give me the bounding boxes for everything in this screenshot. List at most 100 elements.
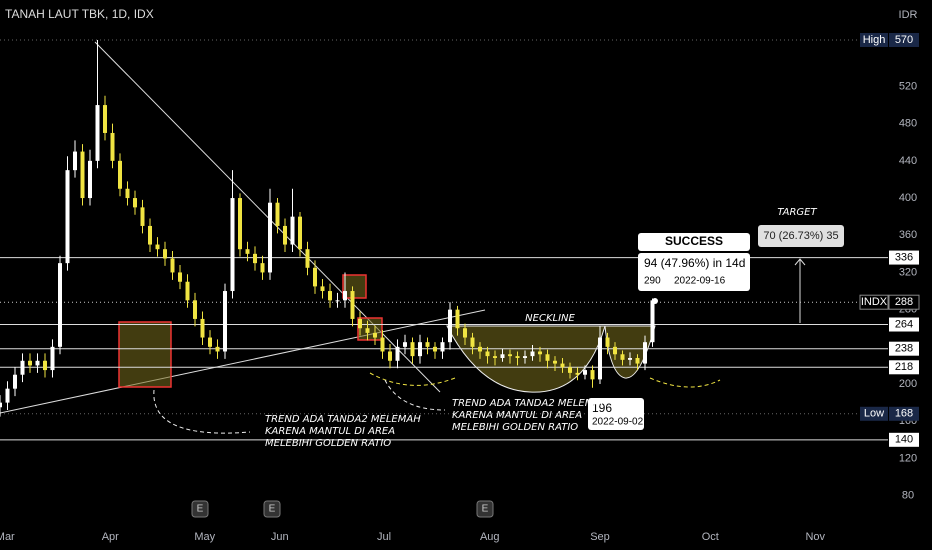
candle-body bbox=[628, 357, 632, 360]
candle-body bbox=[598, 337, 602, 380]
candle-body bbox=[590, 370, 595, 380]
candle-body bbox=[0, 402, 2, 408]
earnings-icon bbox=[191, 500, 209, 518]
candle-body bbox=[193, 300, 197, 319]
y-tick-label: 400 bbox=[899, 192, 917, 204]
x-tick-label: Jul bbox=[377, 531, 391, 543]
low-box bbox=[588, 398, 644, 430]
candle-body bbox=[80, 151, 85, 199]
candle-body bbox=[403, 342, 407, 347]
candle-body bbox=[425, 342, 430, 347]
earnings-label: E bbox=[482, 504, 489, 515]
level-tag bbox=[889, 317, 919, 332]
candle-body bbox=[260, 263, 265, 273]
candle-body bbox=[553, 360, 557, 364]
candle-body bbox=[410, 342, 415, 357]
candle-body bbox=[20, 360, 25, 375]
y-tick-label: 480 bbox=[899, 118, 917, 130]
y-tick-label: 520 bbox=[899, 80, 917, 92]
success-change: 94 (47.96%) in 14d bbox=[644, 256, 745, 270]
marker-value-tag bbox=[889, 406, 919, 421]
candle-body bbox=[440, 342, 445, 352]
candle-body bbox=[200, 318, 205, 338]
candle-body bbox=[643, 342, 647, 364]
currency: IDR bbox=[899, 9, 918, 21]
candle-body bbox=[223, 291, 227, 352]
candle-body bbox=[283, 225, 287, 245]
chart-title: TANAH LAUT TBK, 1D, IDX bbox=[5, 7, 154, 21]
x-tick-label: Aug bbox=[480, 531, 500, 543]
level-tag bbox=[889, 360, 919, 375]
candle-body bbox=[605, 337, 610, 347]
candle-body bbox=[275, 202, 280, 226]
x-tick-label: May bbox=[194, 531, 215, 543]
candle-body bbox=[493, 356, 497, 358]
candle-body bbox=[185, 281, 190, 301]
candle-body bbox=[43, 360, 47, 371]
y-tick-label: 320 bbox=[899, 266, 917, 278]
x-tick-label: Apr bbox=[102, 531, 119, 543]
marker-name-tag bbox=[859, 294, 889, 310]
candle-body bbox=[170, 258, 175, 273]
x-tick-label: Nov bbox=[805, 531, 825, 543]
note-line: MELEBIHI GOLDEN RATIO bbox=[452, 422, 578, 433]
candle-body bbox=[433, 346, 437, 352]
dashed-arrow bbox=[649, 377, 721, 388]
success-box bbox=[638, 233, 750, 251]
candle-body bbox=[178, 272, 182, 282]
earnings-icon bbox=[263, 500, 281, 518]
candle-body bbox=[478, 346, 482, 352]
candle-body bbox=[343, 291, 347, 301]
earnings-label: E bbox=[197, 504, 204, 515]
candle-body bbox=[133, 198, 137, 208]
candle-body bbox=[500, 354, 505, 358]
note-line: MELEBIHI GOLDEN RATIO bbox=[265, 438, 391, 449]
marker-value: 168 bbox=[895, 408, 913, 420]
y-tick-label: 120 bbox=[899, 452, 917, 464]
candle-body bbox=[215, 346, 220, 352]
candle-body bbox=[463, 328, 467, 338]
low-price: 196 bbox=[592, 401, 612, 415]
y-tick-label: 200 bbox=[899, 378, 917, 390]
candle-body bbox=[65, 170, 70, 264]
handle bbox=[604, 325, 656, 379]
candle-body bbox=[148, 225, 152, 245]
note-line: TREND ADA TANDA2 MELEMAH bbox=[452, 398, 608, 409]
target-arrow-head bbox=[794, 258, 806, 266]
candle-body bbox=[5, 388, 10, 403]
success-stats-box bbox=[638, 253, 750, 291]
plot bbox=[0, 39, 888, 441]
y-tick-label: 360 bbox=[899, 229, 917, 241]
candle-body bbox=[230, 198, 235, 292]
candle-body bbox=[163, 249, 167, 259]
x-tick-label: Mar bbox=[0, 531, 15, 543]
candle-body bbox=[118, 160, 122, 189]
target-box bbox=[758, 225, 844, 247]
candle-body bbox=[515, 356, 520, 358]
neckline-label: NECKLINE bbox=[525, 313, 575, 324]
candle-body bbox=[155, 244, 160, 250]
candle-body bbox=[58, 263, 62, 347]
level-tag bbox=[889, 341, 919, 356]
low-date: 2022-09-02 bbox=[592, 417, 644, 428]
target-label: TARGET bbox=[777, 207, 817, 218]
candle-body bbox=[350, 291, 355, 319]
candle-body bbox=[35, 360, 40, 366]
candle-body bbox=[110, 132, 115, 161]
candle-body bbox=[328, 291, 332, 301]
candle-body bbox=[575, 372, 580, 375]
candle-body bbox=[268, 202, 272, 273]
y-tick-label: 80 bbox=[902, 490, 914, 502]
candle-body bbox=[358, 318, 362, 329]
dashed-arrow bbox=[384, 379, 446, 411]
dashed-arrow bbox=[369, 372, 456, 386]
target-value: 70 (26.73%) 35 bbox=[763, 230, 838, 242]
note-line: TREND ADA TANDA2 MELEMAH bbox=[265, 414, 421, 425]
candle-body bbox=[88, 160, 92, 199]
marker-name-tag bbox=[860, 406, 888, 421]
level-tag bbox=[889, 432, 919, 447]
marker-name-tag bbox=[860, 32, 888, 47]
candle-body bbox=[365, 328, 370, 333]
candle-body bbox=[650, 300, 655, 343]
